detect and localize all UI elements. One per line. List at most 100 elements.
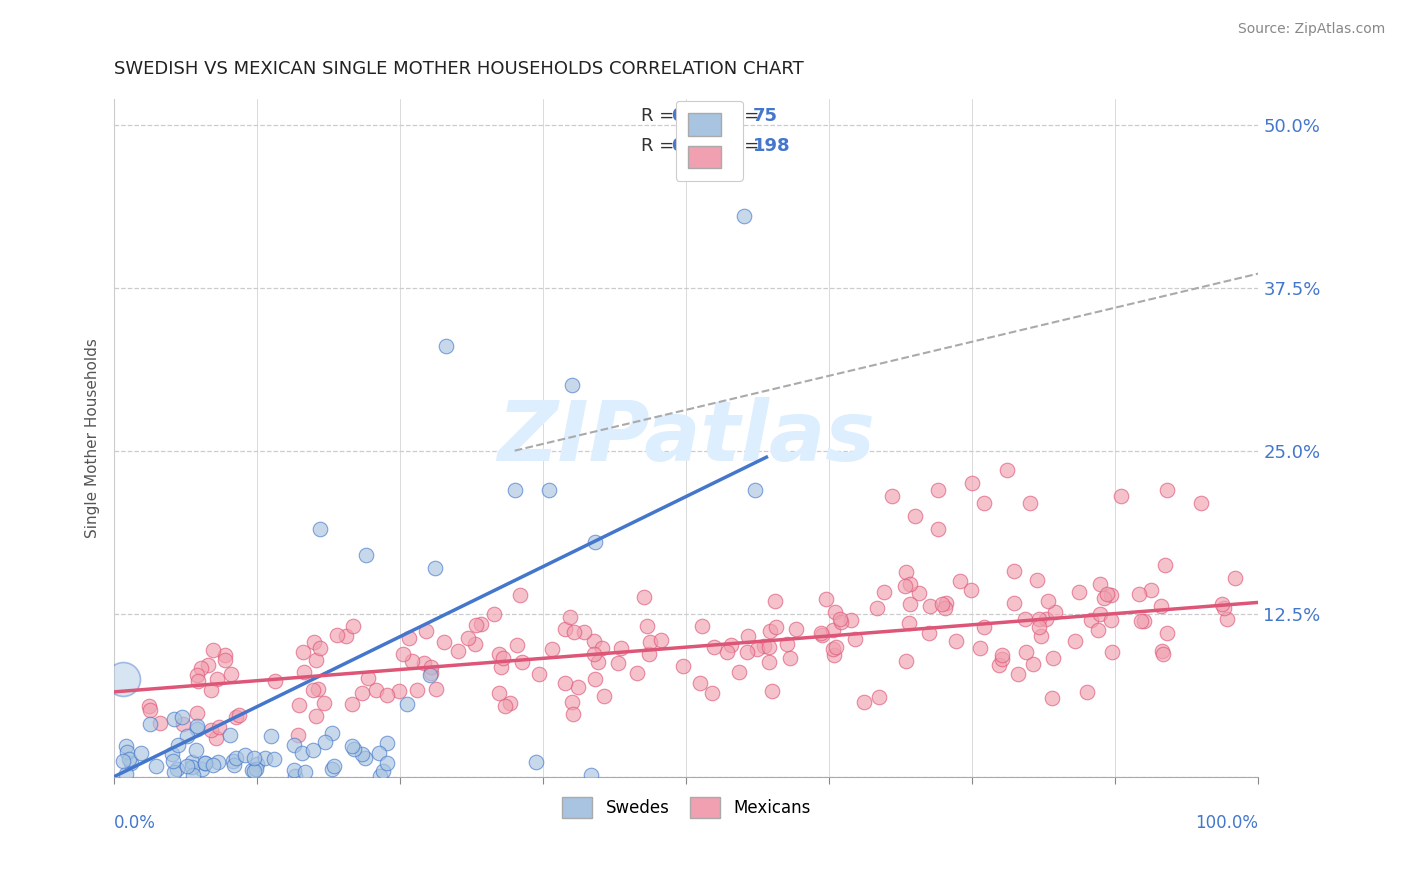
Point — [117, 752, 139, 766]
Point — [163, 765, 186, 780]
Point — [626, 666, 648, 681]
Point — [283, 738, 305, 752]
Point — [735, 645, 758, 659]
Point — [292, 645, 315, 659]
Point — [305, 709, 328, 723]
Point — [1109, 489, 1132, 503]
Point — [1095, 587, 1118, 601]
Point — [1090, 607, 1112, 621]
Point — [181, 767, 204, 781]
Point — [245, 762, 267, 776]
Point — [120, 756, 142, 770]
Point — [499, 697, 522, 711]
Point — [254, 751, 277, 765]
Point — [763, 594, 786, 608]
Point — [187, 673, 209, 688]
Point — [824, 640, 846, 655]
Point — [242, 751, 264, 765]
Point — [868, 690, 890, 705]
Point — [554, 676, 576, 690]
Point — [1042, 691, 1064, 706]
Point — [931, 597, 953, 611]
Point — [201, 758, 224, 772]
Point — [904, 508, 927, 523]
Point — [896, 654, 918, 668]
Point — [190, 660, 212, 674]
Point — [960, 583, 983, 598]
Point — [176, 759, 198, 773]
Point — [401, 654, 423, 668]
Point — [935, 597, 957, 611]
Point — [208, 720, 231, 734]
Point — [873, 585, 896, 599]
Point — [524, 755, 547, 769]
Point — [354, 751, 377, 765]
Point — [163, 712, 186, 726]
Point — [918, 599, 941, 614]
Point — [225, 710, 247, 724]
Point — [852, 695, 875, 709]
Point — [398, 632, 420, 646]
Point — [221, 754, 243, 768]
Point — [488, 647, 510, 661]
Point — [197, 657, 219, 672]
Point — [292, 665, 315, 679]
Point — [1064, 634, 1087, 648]
Point — [567, 681, 589, 695]
Point — [233, 748, 256, 763]
Point — [917, 626, 939, 640]
Point — [205, 731, 228, 745]
Point — [1028, 620, 1050, 634]
Point — [388, 683, 411, 698]
Point — [325, 628, 347, 642]
Point — [529, 666, 551, 681]
Point — [1128, 587, 1150, 601]
Point — [464, 637, 486, 651]
Point — [335, 629, 357, 643]
Point — [583, 633, 606, 648]
Point — [423, 561, 446, 575]
Point — [149, 715, 172, 730]
Point — [1099, 613, 1122, 627]
Point — [758, 640, 780, 654]
Point — [263, 752, 285, 766]
Point — [307, 681, 329, 696]
Point — [1067, 585, 1090, 599]
Point — [1004, 595, 1026, 609]
Point — [111, 754, 134, 768]
Point — [830, 612, 852, 626]
Point — [240, 763, 263, 777]
Point — [323, 759, 346, 773]
Point — [186, 706, 208, 720]
Point — [1080, 613, 1102, 627]
Point — [995, 463, 1018, 477]
Point — [561, 707, 583, 722]
Point — [214, 652, 236, 666]
Point — [138, 698, 160, 713]
Point — [592, 689, 614, 703]
Point — [897, 616, 920, 631]
Point — [222, 758, 245, 772]
Point — [927, 522, 949, 536]
Point — [191, 762, 214, 776]
Point — [810, 627, 832, 641]
Point — [758, 655, 780, 669]
Point — [373, 764, 395, 778]
Point — [637, 647, 659, 661]
Point — [301, 743, 323, 757]
Point — [1028, 611, 1050, 625]
Point — [342, 619, 364, 633]
Point — [1152, 648, 1174, 662]
Point — [758, 624, 780, 638]
Point — [166, 739, 188, 753]
Point — [489, 660, 512, 674]
Point — [672, 659, 695, 673]
Point — [650, 633, 672, 648]
Point — [949, 574, 972, 588]
Point — [894, 579, 917, 593]
Point — [287, 728, 309, 742]
Point — [1213, 601, 1236, 615]
Point — [488, 686, 510, 700]
Point — [1031, 628, 1053, 642]
Point — [700, 686, 723, 700]
